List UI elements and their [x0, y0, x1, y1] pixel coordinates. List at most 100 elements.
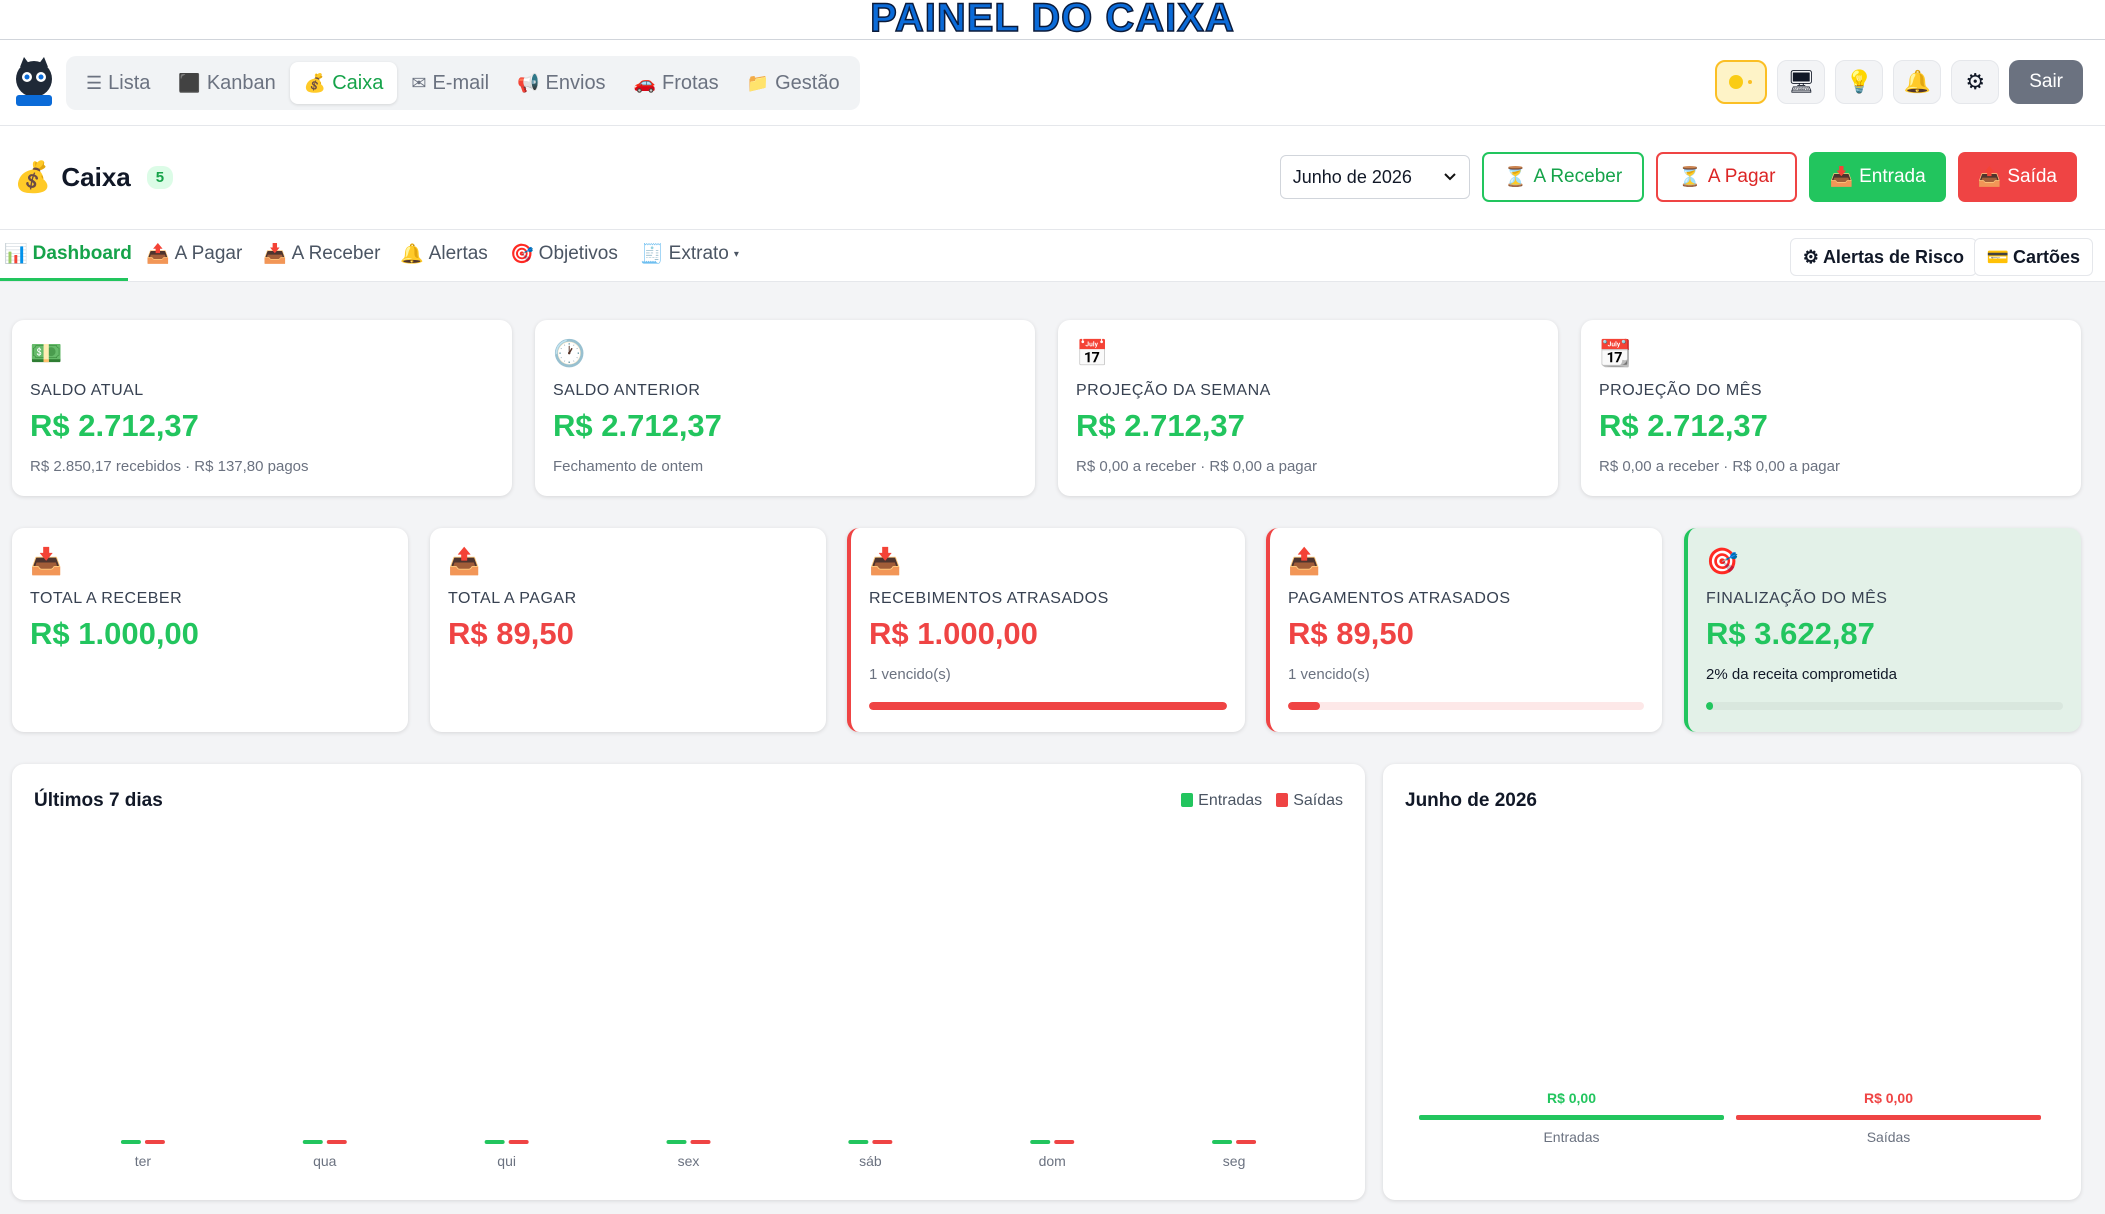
bar-saídas-dom [1054, 1140, 1075, 1144]
a-pagar-label: A Pagar [1707, 166, 1776, 187]
caixa-header: 💰 Caixa 5 Junho de 2026 ⏳ A Receber ⏳ A Pa… [0, 126, 2105, 230]
gear-icon: ⚙ [1965, 69, 1986, 94]
nav-tab-lista[interactable]: ☰ Lista [72, 62, 164, 104]
tab-a-pagar[interactable]: 📤 A Pagar [146, 242, 242, 266]
target-icon: 🎯 [510, 244, 534, 265]
bar-saídas [1736, 1115, 2041, 1120]
bar-saídas-ter [144, 1140, 165, 1144]
bell-icon: 🔔 [400, 244, 424, 265]
card-pagamentos-atrasados: 📤 PAGAMENTOS ATRASADOS R$ 89,50 1 vencid… [1266, 528, 1662, 732]
x-tick-label: sáb [859, 1153, 882, 1169]
credit-card-icon: 💳 [1986, 246, 2009, 267]
chart-last-7-days: Últimos 7 dias Entradas Saídas ter qua qui… [12, 764, 1365, 1200]
gear-icon: ⚙ [1802, 246, 1819, 267]
top-navigation: ☰ Lista ⬛ Kanban 💰 Caixa ✉ E-mail 📢 Envios 🚗 F… [0, 40, 2105, 126]
clock-icon: 🕐 [553, 338, 586, 368]
nav-tab-email[interactable]: ✉ E-mail [397, 62, 503, 104]
card-value: R$ 2.712,37 [1599, 408, 1768, 443]
card-value: R$ 2.712,37 [30, 408, 199, 443]
progress-fill [1288, 702, 1321, 710]
monitor-button[interactable]: 🖥 [1777, 60, 1826, 104]
data-label: R$ 0,00 [1547, 1090, 1596, 1106]
data-label: R$ 0,00 [1864, 1090, 1913, 1106]
tab-extrato[interactable]: 🧾 Extrato ▾ [640, 242, 739, 266]
progress-bar [869, 702, 1227, 710]
progress-bar [1706, 702, 2063, 710]
bar-saídas-sex [690, 1140, 711, 1144]
chart-title: Junho de 2026 [1405, 790, 1537, 811]
target-icon: 🎯 [1706, 546, 1739, 576]
theme-toggle[interactable] [1715, 60, 1768, 104]
legend-swatch [1181, 793, 1194, 807]
tab-label: A Pagar [174, 243, 243, 264]
entrada-button[interactable]: 📥 Entrada [1809, 152, 1946, 202]
inbox-tray-icon: 📥 [30, 546, 63, 576]
risk-alerts-button[interactable]: ⚙ Alertas de Risco [1789, 238, 1977, 276]
tab-objetivos[interactable]: 🎯 Objetivos [510, 242, 618, 266]
tab-label: A Receber [291, 243, 381, 264]
saida-button[interactable]: 📤 Saída [1957, 152, 2077, 202]
logout-button[interactable]: Sair [2009, 60, 2083, 104]
calendar-icon: 📅 [1076, 338, 1109, 368]
calendar-icon: 📆 [1599, 338, 1632, 368]
card-label: SALDO ANTERIOR [553, 382, 701, 399]
nav-tab-kanban[interactable]: ⬛ Kanban [164, 62, 289, 104]
tab-label: Extrato [668, 243, 729, 264]
bar-entradas-seg [1212, 1140, 1233, 1144]
chevron-down-icon [1444, 173, 1456, 181]
page-title-text: Caixa [61, 162, 131, 192]
x-tick-label: seg [1223, 1153, 1246, 1169]
entrada-label: Entrada [1859, 166, 1926, 187]
card-label: PROJEÇÃO DO MÊS [1599, 382, 1763, 399]
receipt-icon: 🧾 [640, 244, 664, 265]
card-value: R$ 3.622,87 [1706, 616, 1875, 651]
bar-entradas-qui [484, 1140, 505, 1144]
a-pagar-button[interactable]: ⏳ A Pagar [1656, 152, 1798, 202]
page-title: 💰 Caixa 5 [14, 160, 174, 195]
card-label: TOTAL A RECEBER [30, 590, 183, 607]
monitor-icon: 🖥 [1787, 69, 1816, 94]
lightbulb-icon: 💡 [1845, 69, 1873, 94]
a-receber-button[interactable]: ⏳ A Receber [1481, 152, 1645, 202]
month-select[interactable]: Junho de 2026 [1279, 155, 1470, 199]
nav-tab-gestao[interactable]: 📁 Gestão [733, 62, 854, 104]
nav-tab-label: Envios [545, 71, 606, 94]
card-subtext: R$ 2.850,17 recebidos · R$ 137,80 pagos [30, 458, 309, 475]
gatiai-logo-icon[interactable] [12, 55, 56, 109]
header-actions: Junho de 2026 ⏳ A Receber ⏳ A Pagar 📥 Entra… [1279, 152, 2077, 202]
cards-button[interactable]: 💳 Cartões [1973, 238, 2093, 276]
card-subtext: Fechamento de ontem [553, 458, 704, 475]
x-tick-label: Saídas [1867, 1129, 1911, 1145]
card-value: R$ 1.000,00 [869, 616, 1038, 651]
progress-fill [1706, 702, 1714, 710]
bar-saídas-seg [1236, 1140, 1257, 1144]
settings-button[interactable]: ⚙ [1951, 60, 2000, 104]
megaphone-icon: 📢 [517, 72, 540, 93]
saida-label: Saída [2007, 166, 2057, 187]
hourglass-icon: ⏳ [1503, 167, 1528, 188]
progress-bar [1288, 702, 1644, 710]
bar-entradas-dom [1030, 1140, 1051, 1144]
nav-tab-frotas[interactable]: 🚗 Frotas [620, 62, 733, 104]
card-projecao-semana: 📅 PROJEÇÃO DA SEMANA R$ 2.712,37 R$ 0,00… [1058, 320, 1558, 496]
tab-label: Objetivos [538, 243, 618, 264]
card-subtext: 1 vencido(s) [1288, 666, 1370, 683]
tab-a-receber[interactable]: 📥 A Receber [263, 242, 380, 266]
ideas-button[interactable]: 💡 [1835, 60, 1884, 104]
a-receber-label: A Receber [1533, 166, 1623, 187]
bar-entradas-sex [666, 1140, 687, 1144]
bar-entradas-qua [302, 1140, 323, 1144]
card-total-a-receber: 📥 TOTAL A RECEBER R$ 1.000,00 [12, 528, 408, 732]
card-subtext: R$ 0,00 a receber · R$ 0,00 a pagar [1076, 458, 1317, 475]
tab-dashboard[interactable]: 📊 Dashboard [4, 242, 132, 266]
cards-label: Cartões [2012, 246, 2080, 267]
nav-tab-label: Kanban [206, 71, 276, 94]
notifications-button[interactable]: 🔔 [1893, 60, 1942, 104]
bar-chart-icon: 📊 [4, 244, 28, 265]
tab-alertas[interactable]: 🔔 Alertas [400, 242, 488, 266]
card-saldo-atual: 💵 SALDO ATUAL R$ 2.712,37 R$ 2.850,17 re… [12, 320, 512, 496]
legend-item-saidas: Saídas [1276, 792, 1343, 810]
last-7-days-plot: ter qua qui sex sáb dom seg [120, 1140, 1257, 1169]
nav-tab-caixa[interactable]: 💰 Caixa [289, 62, 398, 104]
nav-tab-envios[interactable]: 📢 Envios [503, 62, 619, 104]
